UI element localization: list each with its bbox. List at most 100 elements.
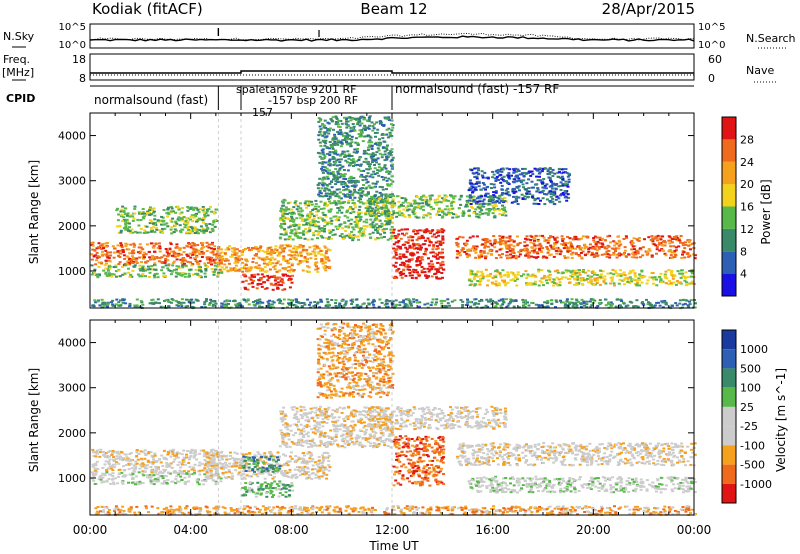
heatmap-cell: [376, 202, 380, 204]
heatmap-cell: [637, 239, 641, 242]
heatmap-cell: [222, 268, 226, 271]
heatmap-cell: [342, 174, 346, 177]
heatmap-cell: [667, 239, 671, 242]
heatmap-cell: [579, 279, 583, 282]
heatmap-cell: [575, 304, 579, 307]
heatmap-cell: [217, 264, 221, 267]
heatmap-cell: [458, 235, 462, 238]
heatmap-cell: [355, 179, 359, 182]
heatmap-cell: [577, 301, 581, 303]
heatmap-cell: [546, 170, 550, 173]
heatmap-cell: [690, 270, 694, 273]
heatmap-cell: [163, 299, 166, 302]
heatmap-cell: [188, 229, 192, 232]
heatmap-cell: [603, 278, 607, 281]
heatmap-cell: [388, 170, 392, 173]
heatmap-cell: [438, 200, 442, 203]
heatmap-cell: [241, 305, 244, 308]
heatmap-cell: [543, 193, 546, 195]
heatmap-cell: [564, 180, 568, 183]
heatmap-cell: [498, 238, 502, 240]
heatmap-cell: [630, 256, 634, 259]
heatmap-cell: [327, 229, 331, 232]
heatmap-cell: [325, 195, 329, 198]
heatmap-cell: [435, 231, 439, 234]
heatmap-cell: [498, 272, 502, 274]
heatmap-cell: [359, 187, 363, 190]
heatmap-cell: [214, 258, 218, 261]
heatmap-cell: [290, 299, 294, 302]
heatmap-cell: [626, 304, 630, 307]
heatmap-cell: [651, 240, 655, 243]
heatmap-cell: [578, 254, 581, 257]
heatmap-cell: [373, 167, 377, 170]
heatmap-cell: [428, 265, 432, 268]
heatmap-cell: [375, 237, 379, 239]
heatmap-cell: [353, 185, 357, 188]
heatmap-cell: [231, 300, 235, 303]
heatmap-cell: [200, 247, 204, 250]
heatmap-cell: [310, 200, 314, 203]
heatmap-cell: [174, 275, 178, 278]
heatmap-cell: [171, 254, 174, 257]
heatmap-cell: [150, 268, 153, 271]
heatmap-cell: [588, 276, 592, 279]
heatmap-cell: [468, 278, 472, 281]
heatmap-cell: [314, 223, 318, 226]
heatmap-cell: [540, 269, 544, 272]
heatmap-cell: [328, 153, 332, 156]
heatmap-cell: [321, 122, 324, 125]
heatmap-cell: [620, 300, 624, 302]
heatmap-cell: [451, 200, 455, 203]
heatmap-cell: [495, 284, 499, 287]
heatmap-cell: [558, 248, 562, 251]
heatmap-cell: [297, 223, 301, 226]
heatmap-cell: [273, 265, 277, 267]
heatmap-cell: [201, 242, 205, 244]
heatmap-cell: [317, 117, 321, 120]
heatmap-cell: [358, 219, 361, 222]
heatmap-cell: [328, 169, 332, 172]
heatmap-cell: [611, 303, 614, 305]
heatmap-cell: [130, 259, 134, 261]
heatmap-cell: [679, 276, 683, 279]
heatmap-cell: [410, 270, 414, 273]
heatmap-cell: [434, 268, 438, 271]
heatmap-cell: [389, 228, 393, 231]
heatmap-cell: [343, 116, 346, 119]
heatmap-cell: [575, 282, 579, 285]
heatmap-cell: [210, 300, 214, 303]
heatmap-cell: [547, 249, 551, 252]
heatmap-cell: [561, 240, 565, 242]
heatmap-cell: [155, 272, 159, 275]
heatmap-cell: [389, 201, 393, 204]
heatmap-cell: [196, 272, 200, 275]
heatmap-cell: [387, 152, 391, 155]
heatmap-cell: [610, 278, 614, 281]
heatmap-cell: [223, 252, 227, 255]
heatmap-cell: [340, 233, 344, 235]
heatmap-cell: [397, 240, 401, 242]
heatmap-cell: [513, 279, 517, 282]
heatmap-cell: [255, 262, 258, 265]
heatmap-cell: [626, 277, 630, 280]
freq-traces: [90, 70, 694, 76]
heatmap-cell: [414, 277, 418, 280]
heatmap-cell: [171, 262, 175, 265]
heatmap-cell: [133, 244, 137, 247]
heatmap-cell: [348, 236, 352, 239]
heatmap-cell: [204, 268, 208, 270]
heatmap-cell: [527, 178, 531, 181]
heatmap-cell: [333, 200, 337, 203]
heatmap-cell: [396, 212, 400, 215]
heatmap-cell: [316, 302, 319, 305]
heatmap-cell: [315, 265, 318, 268]
heatmap-cell: [359, 211, 363, 214]
heatmap-cell: [148, 250, 151, 253]
heatmap-cell: [545, 246, 549, 248]
heatmap-cell: [356, 143, 360, 146]
heatmap-cell: [585, 235, 589, 238]
heatmap-cell: [504, 214, 508, 217]
heatmap-cell: [100, 244, 104, 247]
heatmap-cell: [438, 277, 442, 280]
